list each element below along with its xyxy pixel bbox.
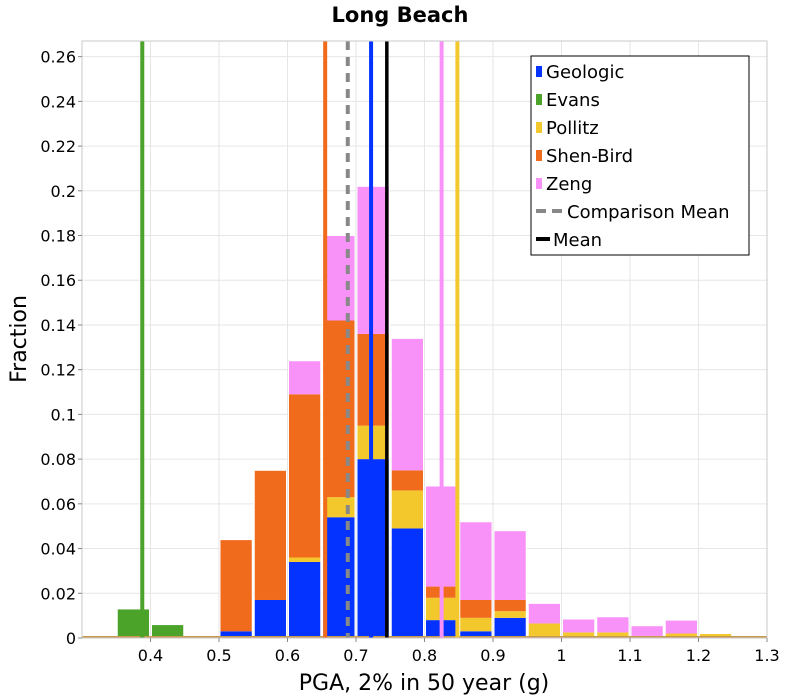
x-tick-label: 0.4 bbox=[138, 646, 163, 665]
bar-shen-bird bbox=[254, 470, 287, 600]
y-tick-label: 0.06 bbox=[40, 495, 76, 514]
bar-geologic bbox=[288, 561, 321, 638]
reference-lines bbox=[140, 41, 460, 638]
legend-swatch-evans bbox=[536, 94, 542, 105]
y-tick-label: 0.14 bbox=[40, 316, 76, 335]
x-tick-label: 0.9 bbox=[480, 646, 505, 665]
bar-shen-bird bbox=[391, 470, 424, 491]
legend-swatch-pollitz bbox=[536, 122, 542, 133]
y-axis-ticks: 0 0.02 0.04 0.06 0.08 0.1 0.12 0.14 0.16 0.18 0.2 0… bbox=[40, 48, 82, 648]
y-tick-label: 0.02 bbox=[40, 584, 76, 603]
x-tick-label: 0.6 bbox=[275, 646, 300, 665]
y-tick-label: 0.18 bbox=[40, 227, 76, 246]
bar-pollitz bbox=[494, 611, 527, 618]
bar-zeng bbox=[322, 235, 355, 321]
legend: Geologic Evans Pollitz Shen-Bird Zeng Compari… bbox=[530, 55, 750, 256]
y-tick-label: 0.1 bbox=[51, 405, 76, 424]
legend-label-mean: Mean bbox=[553, 230, 602, 251]
bar-zeng bbox=[665, 620, 698, 634]
x-tick-label: 1.2 bbox=[686, 646, 711, 665]
bar-shen-bird bbox=[322, 320, 355, 498]
x-tick-label: 0.7 bbox=[343, 646, 368, 665]
legend-swatch-zeng bbox=[536, 178, 542, 189]
bar-pollitz bbox=[322, 497, 355, 518]
bar-pollitz bbox=[459, 617, 492, 632]
bar-pollitz bbox=[391, 490, 424, 529]
x-tick-label: 1 bbox=[556, 646, 566, 665]
x-tick-label: 1.3 bbox=[754, 646, 779, 665]
bar-evans bbox=[117, 608, 150, 638]
y-tick-label: 0.26 bbox=[40, 48, 76, 67]
legend-label-geologic: Geologic bbox=[546, 62, 624, 83]
bar-geologic bbox=[494, 617, 527, 638]
legend-swatch-geologic bbox=[536, 66, 542, 77]
y-tick-label: 0 bbox=[66, 629, 76, 648]
bar-shen-bird bbox=[459, 599, 492, 618]
legend-label-comparison-mean: Comparison Mean bbox=[567, 202, 730, 223]
bar-pollitz bbox=[562, 632, 595, 638]
bar-zeng bbox=[562, 618, 595, 633]
bar-shen-bird bbox=[220, 539, 253, 632]
y-axis-label: Fraction bbox=[7, 295, 32, 383]
legend-swatch-shen-bird bbox=[536, 150, 542, 161]
bar-geologic bbox=[322, 517, 355, 638]
y-tick-label: 0.2 bbox=[51, 182, 76, 201]
y-tick-label: 0.04 bbox=[40, 540, 76, 559]
bar-pollitz bbox=[596, 632, 629, 638]
x-tick-label: 0.8 bbox=[412, 646, 437, 665]
x-tick-label: 0.5 bbox=[206, 646, 231, 665]
bar-pollitz bbox=[357, 425, 390, 460]
bar-shen-bird bbox=[357, 333, 390, 426]
y-tick-label: 0.08 bbox=[40, 450, 76, 469]
bar-geologic bbox=[391, 528, 424, 638]
legend-label-pollitz: Pollitz bbox=[546, 118, 599, 139]
bar-shen-bird bbox=[288, 394, 321, 558]
chart-title: Long Beach bbox=[332, 3, 469, 27]
bar-zeng bbox=[288, 360, 321, 395]
bar-geologic bbox=[459, 631, 492, 638]
y-tick-label: 0.22 bbox=[40, 137, 76, 156]
legend-label-zeng: Zeng bbox=[546, 174, 592, 195]
bar-zeng bbox=[357, 186, 390, 334]
y-tick-label: 0.24 bbox=[40, 92, 76, 111]
bar-shen-bird bbox=[494, 599, 527, 612]
bar-evans bbox=[151, 624, 184, 638]
x-axis-ticks: 0.4 0.5 0.6 0.7 0.8 0.9 1 1.1 1.2 1.3 bbox=[138, 638, 780, 665]
legend-box bbox=[530, 55, 750, 256]
bar-zeng bbox=[596, 616, 629, 633]
bar-zeng bbox=[631, 625, 664, 637]
bar-geologic bbox=[357, 459, 390, 638]
legend-label-evans: Evans bbox=[546, 90, 600, 111]
y-tick-label: 0.12 bbox=[40, 361, 76, 380]
x-axis-label: PGA, 2% in 50 year (g) bbox=[299, 671, 550, 696]
bar-zeng bbox=[391, 338, 424, 471]
bar-zeng bbox=[528, 603, 561, 624]
bar-pollitz bbox=[699, 633, 732, 638]
bar-geologic bbox=[220, 631, 253, 638]
legend-label-shen-bird: Shen-Bird bbox=[546, 146, 633, 167]
bar-pollitz bbox=[288, 557, 321, 562]
bar-zeng bbox=[494, 530, 527, 600]
x-tick-label: 1.1 bbox=[617, 646, 642, 665]
bar-pollitz bbox=[528, 623, 561, 637]
y-tick-label: 0.16 bbox=[40, 271, 76, 290]
bar-geologic bbox=[254, 599, 287, 638]
bar-zeng bbox=[459, 521, 492, 600]
bar-pollitz bbox=[665, 633, 698, 638]
